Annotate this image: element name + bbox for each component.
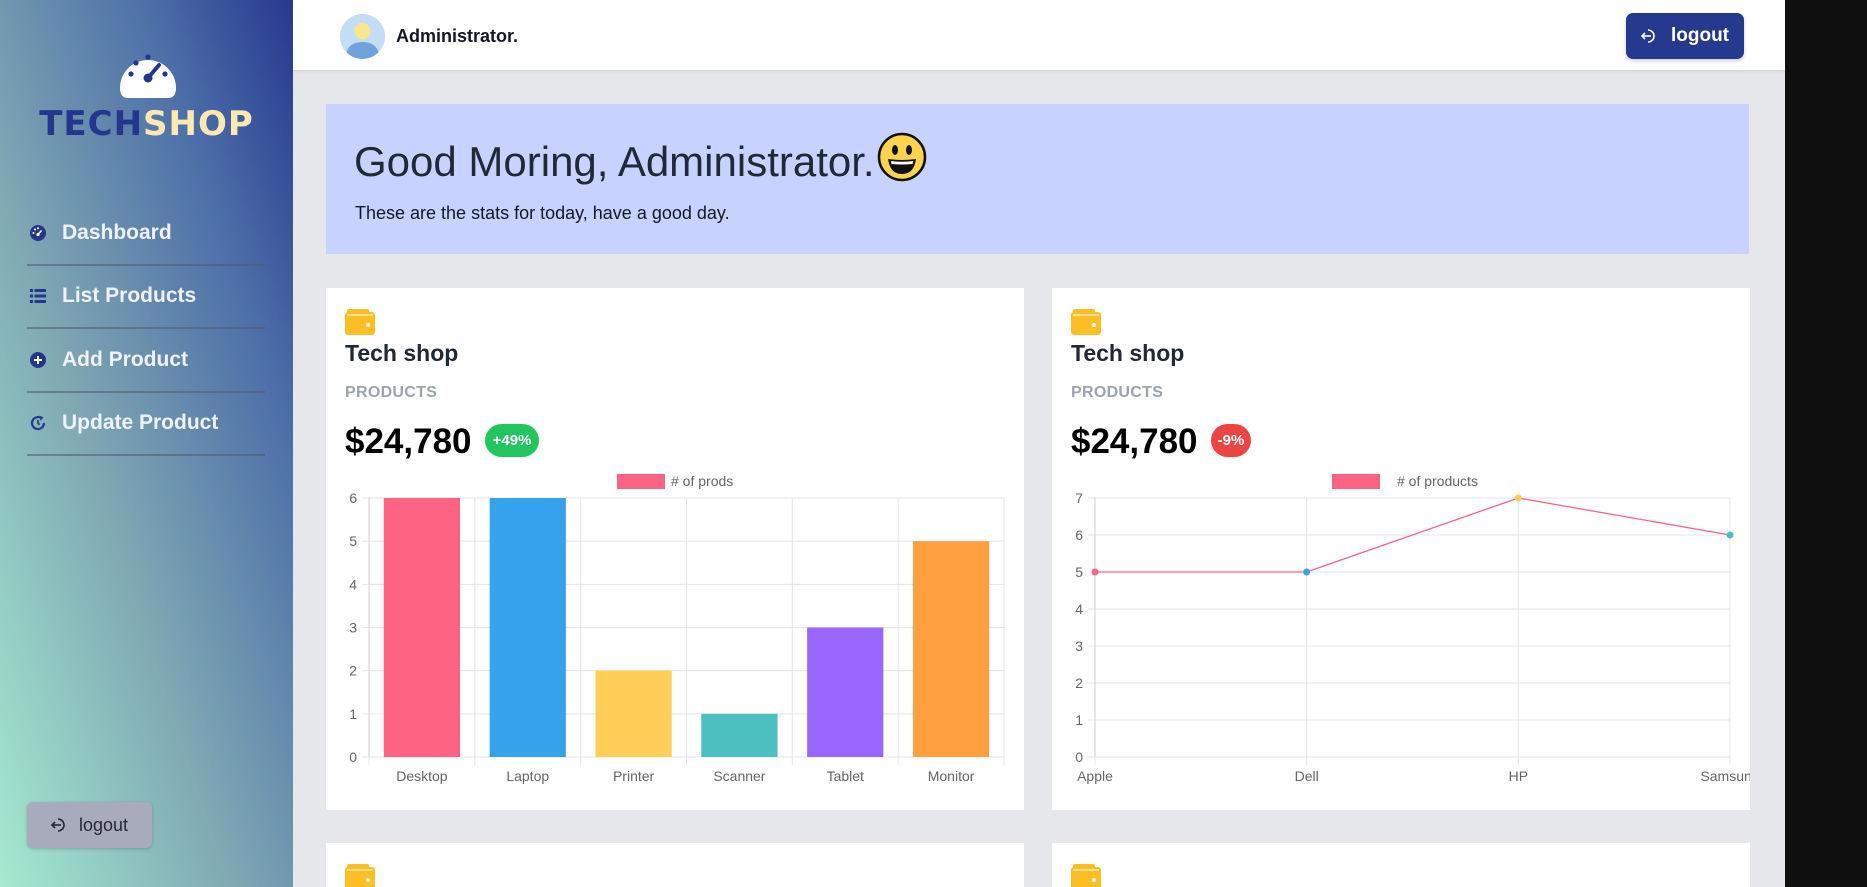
stats-card-partial-left <box>326 843 1024 887</box>
brand-name: TECHSHOP <box>0 104 293 144</box>
sidebar-logout-label: logout <box>78 814 129 835</box>
x-tick-label: Samsung <box>1700 768 1750 784</box>
sidebar-nav: Dashboard List Products Add Product Upda… <box>27 202 265 456</box>
card-title: Tech shop <box>345 340 459 366</box>
smiley-emoji <box>877 132 927 192</box>
y-tick-label: 5 <box>349 533 357 549</box>
wallet-icon <box>345 864 375 887</box>
bar-desktop <box>383 498 461 757</box>
bar-printer <box>595 670 672 757</box>
point-hp <box>1514 494 1522 502</box>
app-window: TECHSHOP Dashboard List Products Add Pro… <box>0 0 1785 887</box>
series-line <box>1095 497 1731 573</box>
avatar[interactable] <box>340 14 385 59</box>
y-tick-label: 1 <box>349 706 357 722</box>
y-tick-label: 3 <box>1075 638 1083 654</box>
legend-swatch <box>1332 474 1380 489</box>
y-tick-label: 0 <box>1075 749 1083 765</box>
point-samsung <box>1726 531 1734 539</box>
y-tick-label: 3 <box>349 620 357 636</box>
y-tick-label: 2 <box>349 663 357 679</box>
stats-card-partial-right <box>1052 843 1750 887</box>
card-subtitle: PRODUCTS <box>1071 384 1164 401</box>
sidebar-item-label: Dashboard <box>62 220 172 244</box>
x-tick-label: Laptop <box>506 768 549 784</box>
sidebar-logout-button[interactable]: logout <box>27 802 152 848</box>
x-tick-label: Scanner <box>713 768 765 784</box>
gauge-icon <box>29 224 47 242</box>
sidebar-item-update-product[interactable]: Update Product <box>27 393 265 456</box>
plus-circle-icon <box>29 351 47 369</box>
bar-tablet <box>807 627 884 757</box>
sidebar-item-add-product[interactable]: Add Product <box>27 329 265 393</box>
card-subtitle: PRODUCTS <box>345 384 438 401</box>
logout-icon <box>50 818 65 832</box>
y-tick-label: 1 <box>1075 712 1083 728</box>
legend-label: # of products <box>1397 473 1478 489</box>
brand-logo[interactable]: TECHSHOP <box>0 44 293 144</box>
greeting-subtitle: These are the stats for today, have a go… <box>355 203 730 223</box>
sidebar-item-dashboard[interactable]: Dashboard <box>27 202 265 266</box>
card-value: $24,780 <box>345 422 472 461</box>
products-line-chart: # of products 0 1 2 3 4 5 6 7 Apple Dell HP Samsung <box>1075 473 1750 784</box>
brand-shop: SHOP <box>143 104 254 144</box>
x-tick-label: Printer <box>613 768 655 784</box>
greeting-title-text: Good Moring, Administrator. <box>354 138 875 185</box>
top-header: Administrator. logout <box>293 0 1785 71</box>
y-tick-label: 4 <box>1075 601 1083 617</box>
brand-tech: TECH <box>39 104 144 144</box>
stats-card-bar: Tech shop PRODUCTS $24,780 +49% # of pro… <box>326 288 1024 810</box>
x-tick-label: Desktop <box>396 768 448 784</box>
bar-laptop <box>489 498 566 757</box>
x-tick-label: Dell <box>1295 768 1319 784</box>
status-badge: +49% <box>485 424 539 457</box>
refresh-icon <box>29 414 47 432</box>
bar-scanner <box>701 713 778 757</box>
legend-swatch <box>617 474 665 489</box>
legend-label: # of prods <box>671 473 733 489</box>
sidebar-item-label: Update Product <box>62 411 219 435</box>
y-tick-label: 0 <box>349 749 357 765</box>
y-tick-label: 6 <box>349 490 357 506</box>
y-tick-label: 7 <box>1075 490 1083 506</box>
y-tick-label: 2 <box>1075 675 1083 691</box>
x-tick-label: Monitor <box>928 768 975 784</box>
x-tick-label: Apple <box>1077 768 1113 784</box>
sidebar-item-label: List Products <box>62 284 197 308</box>
y-tick-label: 6 <box>1075 527 1083 543</box>
wallet-icon <box>345 309 375 335</box>
greeting-banner: Good Moring, Administrator. These are th… <box>326 104 1749 254</box>
sidebar-item-label: Add Product <box>62 347 188 371</box>
y-tick-label: 5 <box>1075 564 1083 580</box>
card-title: Tech shop <box>1071 340 1185 366</box>
x-tick-label: HP <box>1509 768 1528 784</box>
stats-card-line: Tech shop PRODUCTS $24,780 -9% # of prod… <box>1052 288 1750 810</box>
card-value: $24,780 <box>1071 422 1198 461</box>
sidebar-item-list-products[interactable]: List Products <box>27 266 265 329</box>
x-tick-label: Tablet <box>827 768 864 784</box>
wallet-icon <box>1071 309 1101 335</box>
status-badge: -9% <box>1211 424 1251 457</box>
screen-edge <box>1785 0 1867 887</box>
list-icon <box>29 287 47 305</box>
user-avatar-icon <box>340 14 385 59</box>
sidebar: TECHSHOP Dashboard List Products Add Pro… <box>0 0 293 887</box>
products-bar-chart: # of prods 0 1 2 3 4 5 6 Desktop Laptop Printer Sca… <box>349 473 1005 784</box>
logout-icon <box>1640 29 1655 43</box>
user-name: Administrator. <box>396 26 519 46</box>
y-tick-label: 4 <box>349 576 357 592</box>
main-content: Administrator. logout Good Moring, Admin… <box>293 0 1785 887</box>
point-apple <box>1091 568 1099 576</box>
wallet-icon <box>1071 864 1101 887</box>
header-logout-button[interactable]: logout <box>1626 13 1744 59</box>
bar-monitor <box>912 541 990 757</box>
greeting-title: Good Moring, Administrator. <box>354 132 927 192</box>
point-dell <box>1303 568 1311 576</box>
speedometer-icon <box>116 44 178 100</box>
header-logout-label: logout <box>1670 25 1730 46</box>
